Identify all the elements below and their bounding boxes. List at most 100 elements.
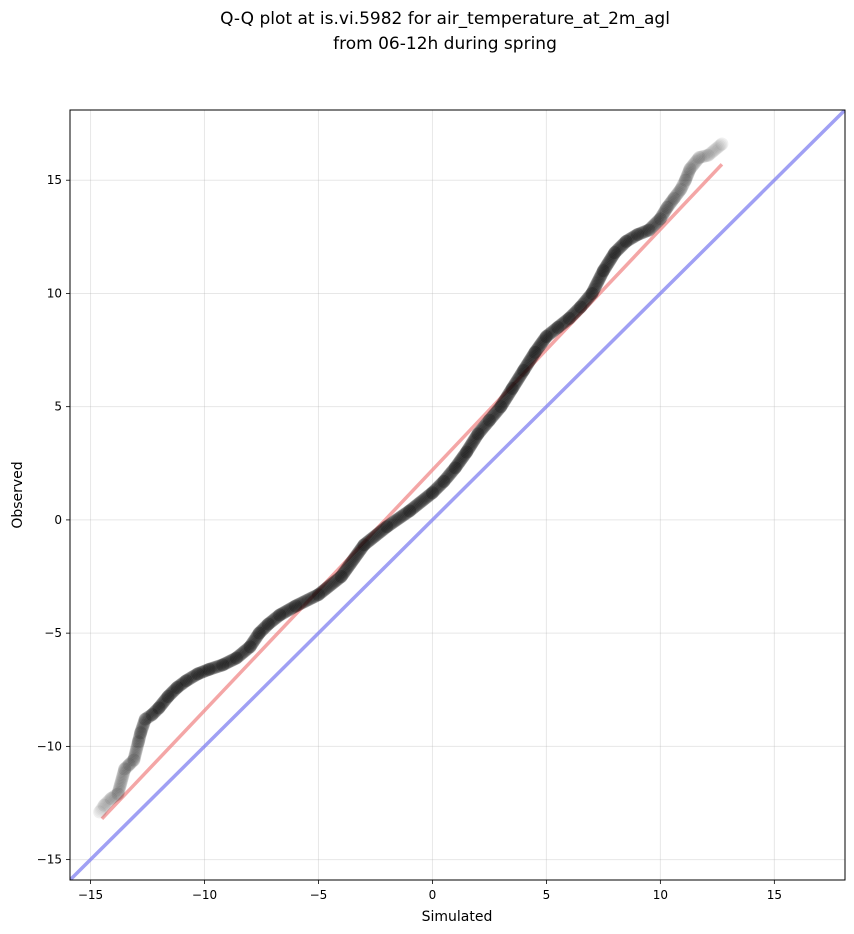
data-point	[508, 376, 522, 390]
data-point	[374, 524, 388, 538]
data-point	[356, 539, 370, 553]
data-point	[410, 498, 424, 512]
data-point	[675, 179, 689, 193]
data-point	[328, 574, 342, 588]
data-point	[174, 678, 188, 692]
data-point	[586, 285, 600, 299]
data-point	[264, 615, 278, 629]
data-point	[558, 314, 572, 328]
data-point	[355, 540, 369, 554]
data-point	[128, 747, 142, 761]
data-point	[415, 494, 429, 508]
data-point	[115, 772, 129, 786]
data-point	[571, 302, 585, 316]
data-point	[658, 203, 672, 217]
data-point	[236, 646, 250, 660]
data-point	[157, 695, 171, 709]
data-point	[338, 565, 352, 579]
data-point	[438, 473, 452, 487]
data-point	[556, 316, 570, 330]
data-point	[309, 589, 323, 603]
data-point	[403, 504, 417, 518]
data-point	[352, 545, 366, 559]
data-point	[417, 492, 431, 506]
data-point	[454, 452, 468, 466]
data-point	[133, 729, 147, 743]
y-tick-label: −5	[44, 626, 62, 640]
data-point	[166, 685, 180, 699]
data-point	[395, 509, 409, 523]
data-point	[574, 300, 588, 314]
data-point	[135, 723, 149, 737]
data-point	[244, 638, 258, 652]
data-point	[361, 535, 375, 549]
data-point	[217, 657, 231, 671]
identity-line	[70, 110, 845, 880]
data-point	[221, 655, 235, 669]
data-point	[289, 599, 303, 613]
data-point	[678, 173, 692, 187]
data-point	[694, 150, 708, 164]
data-point	[331, 572, 345, 586]
data-point	[551, 320, 565, 334]
data-point	[425, 486, 439, 500]
data-point	[445, 465, 459, 479]
data-point	[112, 783, 126, 797]
data-point	[520, 358, 534, 372]
data-point	[380, 520, 394, 534]
data-point	[513, 369, 527, 383]
data-point	[112, 781, 126, 795]
data-point	[656, 207, 670, 221]
data-point	[243, 640, 257, 654]
data-point	[285, 601, 299, 615]
data-point	[650, 215, 664, 229]
data-point	[555, 317, 569, 331]
data-point	[114, 775, 128, 789]
data-point	[589, 278, 603, 292]
data-point	[337, 566, 351, 580]
data-point	[144, 709, 158, 723]
data-point	[210, 660, 224, 674]
data-point	[242, 641, 256, 655]
data-point	[254, 624, 268, 638]
data-point	[294, 596, 308, 610]
data-point	[488, 407, 502, 421]
data-point	[684, 161, 698, 175]
data-point	[385, 516, 399, 530]
data-point	[669, 189, 683, 203]
data-point	[487, 408, 501, 422]
data-point	[529, 344, 543, 358]
data-point	[659, 202, 673, 216]
data-point	[591, 275, 605, 289]
data-point	[479, 417, 493, 431]
data-point	[538, 332, 552, 346]
data-point	[248, 633, 262, 647]
data-point	[292, 598, 306, 612]
data-point	[584, 288, 598, 302]
data-point	[681, 166, 695, 180]
data-point	[657, 206, 671, 220]
data-point	[125, 755, 139, 769]
data-point	[475, 422, 489, 436]
data-point	[663, 197, 677, 210]
data-point	[481, 415, 495, 428]
data-point	[386, 515, 400, 529]
data-point	[707, 143, 721, 157]
data-point	[156, 696, 170, 710]
data-point	[133, 730, 147, 744]
data-point	[486, 410, 500, 424]
data-point	[129, 745, 143, 759]
data-point	[422, 489, 436, 503]
data-point	[594, 268, 608, 282]
data-point	[491, 403, 505, 417]
data-point	[595, 267, 609, 281]
data-point	[132, 732, 146, 746]
data-point	[237, 645, 251, 659]
x-tick-label: −15	[78, 888, 103, 902]
data-point	[319, 582, 333, 596]
data-point	[547, 323, 561, 337]
y-tick-label: −15	[37, 853, 62, 867]
data-point	[188, 669, 202, 683]
data-point	[123, 756, 137, 770]
data-point	[662, 198, 676, 212]
